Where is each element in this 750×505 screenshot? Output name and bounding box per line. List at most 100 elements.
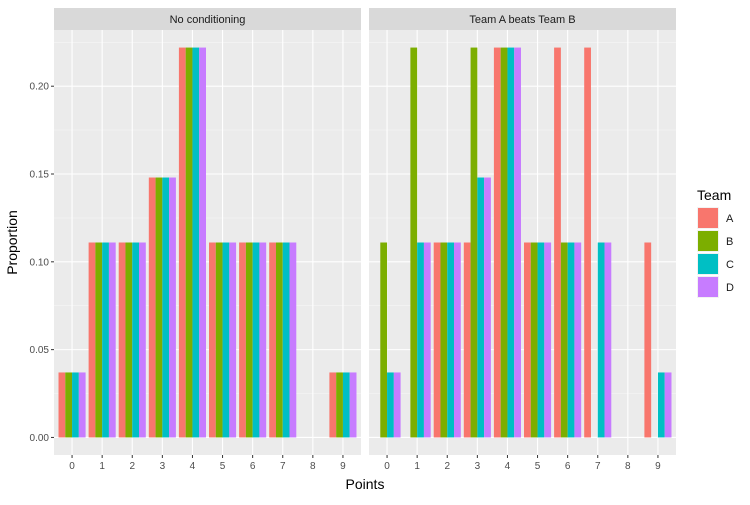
bar-C (597, 242, 605, 438)
bar-A (329, 372, 337, 438)
bar-B (500, 47, 508, 438)
bar-D (664, 372, 672, 438)
bar-D (604, 242, 612, 438)
x-tick-label: 6 (565, 461, 571, 472)
bar-B (245, 242, 253, 438)
bar-D (199, 47, 206, 438)
bar-B (275, 242, 283, 438)
x-tick-label: 4 (505, 461, 511, 472)
bar-A (269, 242, 276, 438)
bar-D (349, 372, 357, 438)
bar-A (554, 47, 561, 438)
x-tick-label: 9 (340, 461, 346, 472)
x-tick-label: 1 (414, 461, 420, 472)
bar-A (239, 242, 246, 438)
bar-A (178, 47, 186, 438)
bar-C (342, 372, 350, 438)
x-tick-label: 2 (129, 461, 135, 472)
bar-C (162, 177, 170, 438)
y-tick-label: 0.10 (30, 257, 50, 268)
bar-A (493, 47, 501, 438)
bar-B (470, 47, 478, 438)
bar-A (118, 242, 126, 438)
facet-strip (54, 8, 361, 30)
legend-swatch-C (698, 254, 718, 274)
x-tick-label: 8 (310, 461, 316, 472)
bar-A (148, 177, 156, 438)
y-tick-label: 0.20 (30, 82, 50, 93)
bar-C (567, 242, 575, 438)
bar-C (192, 47, 200, 438)
bar-B (215, 242, 223, 438)
bar-A (463, 242, 471, 438)
bar-C (447, 242, 455, 438)
bar-D (454, 242, 461, 438)
bar-A (88, 242, 96, 438)
bar-C (657, 372, 665, 438)
legend-label: A (726, 213, 734, 225)
x-tick-label: 6 (250, 461, 256, 472)
legend-label: B (726, 236, 733, 248)
x-tick-label: 1 (99, 461, 105, 472)
bar-D (514, 47, 521, 438)
bar-D (423, 242, 431, 438)
bar-A (209, 242, 216, 438)
y-tick-label: 0.15 (30, 170, 50, 181)
bar-B (440, 242, 448, 438)
bar-D (393, 372, 401, 438)
bar-B (336, 372, 343, 438)
legend-label: C (726, 259, 734, 271)
bar-D (484, 177, 491, 438)
bar-D (229, 242, 237, 438)
legend-swatch-A (698, 208, 718, 228)
facet-title: Team A beats Team B (469, 14, 575, 26)
legend-title: Team (697, 187, 731, 203)
y-axis-title: Proportion (4, 210, 20, 275)
x-tick-label: 5 (535, 461, 541, 472)
bar-B (65, 372, 73, 438)
bar-D (574, 242, 582, 438)
bar-D (289, 242, 297, 438)
legend-swatch-B (698, 231, 718, 251)
bar-B (95, 242, 103, 438)
bar-A (433, 242, 441, 438)
bar-C (417, 242, 424, 438)
bar-C (387, 372, 394, 438)
bar-D (169, 177, 176, 438)
y-tick-label: 0.00 (30, 433, 50, 444)
bar-D (139, 242, 146, 438)
bar-B (410, 47, 418, 438)
bar-B (185, 47, 193, 438)
bar-A (584, 47, 591, 438)
facet-strip (369, 8, 676, 30)
bar-B (530, 242, 538, 438)
x-tick-label: 9 (655, 461, 661, 472)
bar-D (259, 242, 267, 438)
bar-C (252, 242, 260, 438)
bar-C (537, 242, 545, 438)
bar-C (282, 242, 290, 438)
x-tick-label: 0 (384, 461, 390, 472)
legend-swatch-D (698, 277, 718, 297)
bar-C (102, 242, 109, 438)
x-tick-label: 8 (625, 461, 631, 472)
bar-D (78, 372, 86, 438)
legend-label: D (726, 282, 734, 294)
x-tick-label: 3 (475, 461, 481, 472)
y-tick-label: 0.05 (30, 345, 50, 356)
bar-D (544, 242, 552, 438)
x-tick-label: 7 (595, 461, 601, 472)
x-tick-label: 0 (69, 461, 75, 472)
bar-C (507, 47, 515, 438)
bar-D (108, 242, 116, 438)
bar-B (155, 177, 163, 438)
x-tick-label: 3 (160, 461, 166, 472)
x-axis-title: Points (346, 476, 385, 492)
bar-C (477, 177, 485, 438)
x-tick-label: 4 (190, 461, 196, 472)
bar-C (222, 242, 230, 438)
facet-title: No conditioning (170, 14, 246, 26)
bar-A (644, 242, 652, 438)
